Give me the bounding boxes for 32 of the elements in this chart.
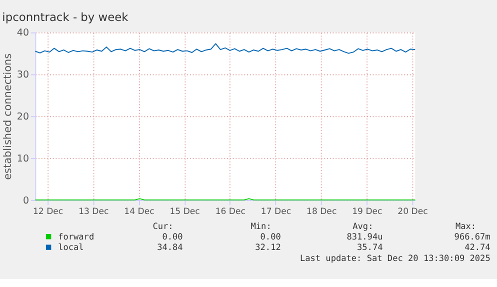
x-tick-label: 20 Dec [398, 206, 428, 217]
text: 42.74 [464, 243, 490, 254]
text: 831.94u [346, 232, 383, 243]
y-tick-label: 20 [16, 112, 30, 123]
y-tick-label: 0 [22, 195, 30, 206]
text: Max: [455, 222, 476, 232]
text: 35.74 [357, 243, 383, 254]
text: 0.00 [162, 232, 183, 243]
y-axis-title: established connections [2, 53, 14, 180]
text: Cur: [152, 222, 174, 232]
x-tick-label: 17 Dec [260, 206, 292, 217]
y-tick-label: 40 [16, 28, 30, 39]
text: Avg: [352, 222, 374, 232]
y-tick-label: 10 [16, 153, 30, 164]
x-tick-label: 14 Dec [124, 206, 155, 217]
x-tick-label: 16 Dec [215, 206, 246, 217]
text: 34.84 [157, 243, 183, 254]
text: 0.00 [260, 232, 281, 243]
text: Min: [250, 222, 272, 232]
legend-label: local [58, 243, 84, 254]
text: Last update: Sat Dec 20 13:30:09 2025 [300, 254, 490, 264]
line-series [34, 43, 416, 54]
x-tick-label: 13 Dec [78, 206, 109, 217]
chart-title: ipconntrack - by week [2, 10, 129, 24]
x-tick-label: 19 Dec [352, 206, 383, 217]
text: 966.67m [454, 232, 490, 243]
x-tick-label: 15 Dec [170, 206, 200, 217]
text: 32.12 [255, 243, 281, 254]
x-tick-label: 18 Dec [306, 206, 337, 217]
y-tick-label: 30 [16, 70, 30, 81]
x-tick-label: 12 Dec [32, 206, 64, 217]
legend-label: forward [58, 232, 94, 243]
